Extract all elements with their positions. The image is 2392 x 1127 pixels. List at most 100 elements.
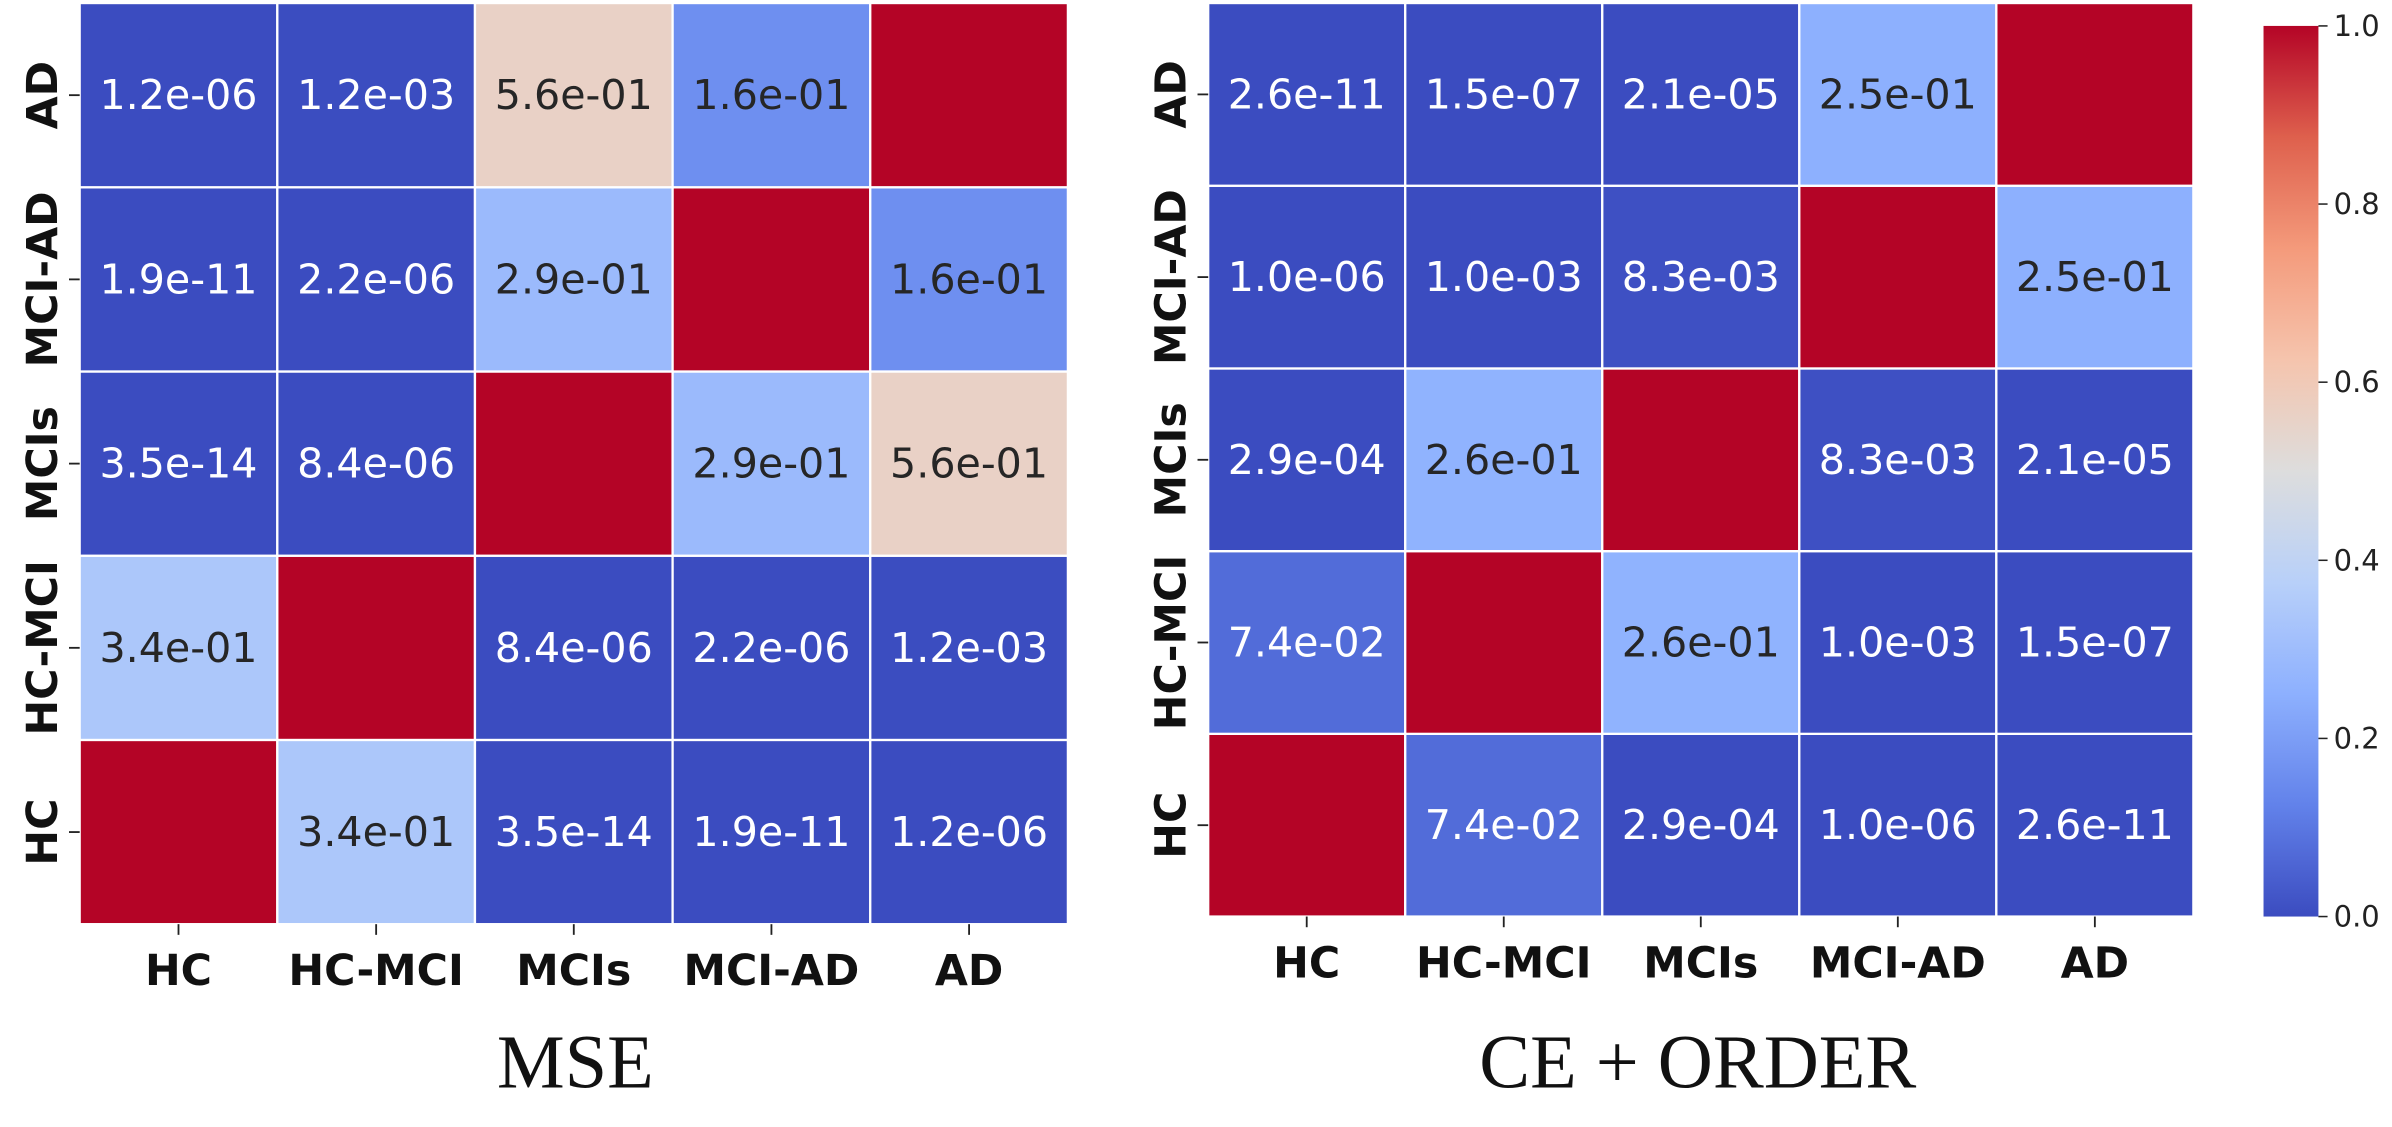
cell-label: 2.9e-01 xyxy=(692,440,850,488)
cell-label: 1.0e-06 xyxy=(1228,253,1386,301)
heatmap-cell xyxy=(1995,1,2195,187)
x-tick-label: MCIs xyxy=(1643,939,1758,989)
chart-title: CE + ORDER xyxy=(1479,1020,1916,1104)
heatmap-cell xyxy=(1995,367,2195,553)
cell-label: 1.0e-03 xyxy=(1425,253,1583,301)
x-tick-label: MCI-AD xyxy=(1810,939,1986,989)
cell-label: 2.5e-01 xyxy=(1819,70,1977,118)
colorbar-tick-label: 0.0 xyxy=(2334,900,2380,934)
cell-label: 2.9e-04 xyxy=(1228,436,1386,484)
cell-label: 2.2e-06 xyxy=(297,255,455,303)
x-tick-label: HC xyxy=(1273,939,1340,989)
heatmap-cell xyxy=(1798,550,1998,735)
cell-label: 2.9e-04 xyxy=(1622,801,1780,849)
cell-label: 2.6e-11 xyxy=(2016,801,2174,849)
y-tick-label: MCIs xyxy=(1147,402,1197,517)
heatmap-cell xyxy=(1404,550,1604,735)
heatmap-cell xyxy=(1404,732,1604,918)
heatmap-cell xyxy=(78,738,279,926)
y-tick-label: MCI-AD xyxy=(1147,189,1197,365)
x-tick-label: MCIs xyxy=(516,946,631,996)
cell-label: 8.3e-03 xyxy=(1622,253,1780,301)
cell-label: 2.5e-01 xyxy=(2016,253,2174,301)
x-tick-label: HC xyxy=(145,946,212,996)
heatmap-cell xyxy=(1995,184,2195,370)
heatmap-cell xyxy=(1207,184,1407,370)
heatmap-cell xyxy=(1601,184,1801,370)
heatmap-cell xyxy=(1404,1,1604,187)
colorbar-tick-label: 1.0 xyxy=(2334,9,2380,43)
heatmap-cell xyxy=(78,554,279,742)
cell-label: 1.2e-06 xyxy=(890,808,1048,856)
cell-label: 1.0e-06 xyxy=(1819,801,1977,849)
cell-label: 3.5e-14 xyxy=(495,808,653,856)
cell-label: 1.2e-03 xyxy=(890,624,1048,672)
colorbar-tick-label: 0.2 xyxy=(2334,721,2380,755)
chart-title: MSE xyxy=(497,1020,654,1104)
heatmap-cell xyxy=(1207,550,1407,735)
y-tick-label: MCI-AD xyxy=(18,191,68,367)
heatmap-cell xyxy=(276,1,477,189)
cell-label: 2.1e-05 xyxy=(1622,70,1780,118)
cell-label: 2.1e-05 xyxy=(2016,436,2174,484)
cell-label: 1.5e-07 xyxy=(2016,618,2174,666)
heatmap-cell xyxy=(473,738,674,926)
colorbar-tick-label: 0.8 xyxy=(2334,187,2380,221)
colorbar-tick-label: 0.6 xyxy=(2334,365,2380,399)
cell-label: 2.6e-11 xyxy=(1228,70,1386,118)
x-tick-label: AD xyxy=(2061,939,2129,989)
cell-label: 1.6e-01 xyxy=(890,255,1048,303)
heatmap-cell xyxy=(473,1,674,189)
y-tick-label: AD xyxy=(1147,60,1197,128)
heatmap-cell xyxy=(869,554,1070,742)
heatmap-cell xyxy=(1995,732,2195,918)
cell-label: 5.6e-01 xyxy=(890,440,1048,488)
cell-label: 1.0e-03 xyxy=(1819,618,1977,666)
colorbar xyxy=(2263,25,2319,917)
heatmap-cell xyxy=(1207,367,1407,553)
y-tick-label: HC-MCI xyxy=(18,560,68,735)
heatmap-cell xyxy=(1207,1,1407,187)
cell-label: 8.4e-06 xyxy=(297,440,455,488)
cell-label: 7.4e-02 xyxy=(1425,801,1583,849)
heatmap-cell xyxy=(671,186,872,373)
cell-label: 8.3e-03 xyxy=(1819,436,1977,484)
heatmap-cell xyxy=(869,738,1070,926)
cell-label: 1.9e-11 xyxy=(692,808,850,856)
heatmap-cell xyxy=(276,554,477,742)
y-tick-label: AD xyxy=(18,61,68,129)
cell-label: 3.4e-01 xyxy=(297,808,455,856)
heatmap-cell xyxy=(671,1,872,189)
heatmap-cell xyxy=(276,370,477,557)
heatmap-cell xyxy=(78,1,279,189)
heatmap-cell xyxy=(1798,1,1998,187)
colorbar-tick-label: 0.4 xyxy=(2334,543,2380,577)
cell-label: 2.2e-06 xyxy=(692,624,850,672)
cell-label: 1.2e-06 xyxy=(99,71,257,119)
cell-label: 1.6e-01 xyxy=(692,71,850,119)
cell-label: 8.4e-06 xyxy=(495,624,653,672)
x-tick-label: MCI-AD xyxy=(683,946,859,996)
cell-label: 7.4e-02 xyxy=(1228,618,1386,666)
heatmap-cell xyxy=(671,554,872,742)
heatmap-cell xyxy=(869,1,1070,189)
heatmap-cell xyxy=(869,370,1070,557)
heatmap-cell xyxy=(1798,184,1998,370)
heatmap-cell xyxy=(1601,550,1801,735)
heatmap-cell xyxy=(1995,550,2195,735)
cell-label: 2.9e-01 xyxy=(495,255,653,303)
y-tick-label: HC xyxy=(1147,792,1197,859)
y-tick-label: HC xyxy=(18,799,68,866)
heatmap-cell xyxy=(1404,367,1604,553)
cell-label: 3.5e-14 xyxy=(99,440,257,488)
cell-label: 5.6e-01 xyxy=(495,71,653,119)
cell-label: 3.4e-01 xyxy=(99,624,257,672)
x-tick-label: AD xyxy=(935,946,1003,996)
heatmap-cell xyxy=(78,186,279,373)
cell-label: 1.5e-07 xyxy=(1425,70,1583,118)
heatmap-cell xyxy=(1601,367,1801,553)
heatmap-cell xyxy=(473,370,674,557)
x-tick-label: HC-MCI xyxy=(1416,939,1591,989)
